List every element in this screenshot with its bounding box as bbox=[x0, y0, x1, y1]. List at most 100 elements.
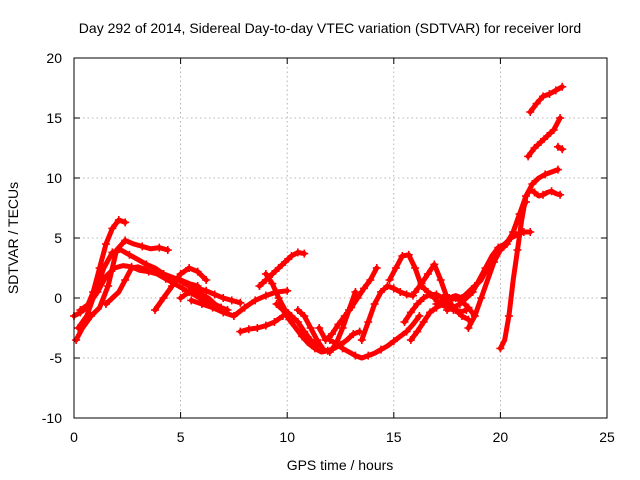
data-point-marker bbox=[272, 300, 281, 308]
data-point-marker bbox=[319, 345, 328, 354]
series-track-5 bbox=[103, 264, 230, 313]
data-point-marker bbox=[140, 265, 149, 274]
y-tick-label: 15 bbox=[46, 110, 62, 126]
data-point-marker bbox=[553, 165, 562, 174]
data-point-marker bbox=[229, 312, 238, 320]
data-point-marker bbox=[372, 264, 381, 272]
data-point-marker bbox=[419, 294, 428, 302]
data-point-marker bbox=[413, 327, 422, 336]
data-point-marker bbox=[327, 330, 336, 338]
data-point-marker bbox=[202, 276, 211, 284]
data-point-marker bbox=[300, 327, 309, 336]
y-tick-label: -5 bbox=[50, 350, 63, 366]
data-point-marker bbox=[185, 288, 194, 296]
data-point-marker bbox=[274, 294, 283, 302]
data-point-marker bbox=[281, 258, 290, 266]
data-point-marker bbox=[430, 260, 439, 269]
data-point-marker bbox=[325, 348, 334, 356]
series-track-23 bbox=[465, 167, 561, 331]
x-tick-label: 20 bbox=[493, 429, 509, 445]
data-point-marker bbox=[125, 250, 134, 259]
data-point-marker bbox=[236, 298, 245, 307]
x-tick-label: 25 bbox=[599, 429, 615, 445]
data-point-marker bbox=[168, 282, 177, 290]
data-point-marker bbox=[432, 290, 441, 299]
data-point-marker bbox=[496, 344, 505, 353]
data-point-marker bbox=[398, 252, 407, 260]
data-point-marker bbox=[402, 290, 411, 299]
data-point-marker bbox=[347, 303, 356, 312]
data-point-marker bbox=[359, 284, 368, 293]
data-point-marker bbox=[553, 142, 562, 151]
series-track-14 bbox=[316, 265, 380, 343]
series-track-22 bbox=[444, 229, 533, 313]
data-point-marker bbox=[121, 218, 130, 227]
data-point-marker bbox=[396, 288, 405, 296]
x-tick-labels: 0 5 10 15 20 25 bbox=[70, 429, 615, 445]
data-point-marker bbox=[364, 318, 373, 326]
data-point-marker bbox=[502, 240, 511, 248]
x-tick-label: 15 bbox=[386, 429, 402, 445]
data-point-marker bbox=[547, 187, 556, 196]
data-point-marker bbox=[93, 288, 102, 296]
data-point-marker bbox=[293, 306, 302, 314]
data-point-marker bbox=[287, 252, 296, 260]
data-point-marker bbox=[325, 336, 334, 344]
data-point-marker bbox=[556, 190, 565, 199]
data-point-marker bbox=[423, 270, 432, 278]
axis-ticks bbox=[73, 57, 608, 419]
data-point-marker bbox=[539, 92, 548, 101]
data-point-marker bbox=[310, 344, 319, 353]
data-point-marker bbox=[74, 324, 83, 332]
data-point-marker bbox=[163, 246, 172, 254]
data-point-marker bbox=[202, 286, 211, 295]
data-point-marker bbox=[364, 351, 373, 360]
data-point-marker bbox=[377, 345, 386, 354]
data-point-marker bbox=[293, 248, 302, 257]
data-point-marker bbox=[185, 264, 194, 272]
y-tick-label: 5 bbox=[54, 230, 62, 246]
data-point-marker bbox=[556, 114, 565, 122]
data-point-marker bbox=[236, 327, 245, 336]
data-point-marker bbox=[176, 294, 185, 302]
data-point-marker bbox=[270, 318, 279, 326]
data-point-marker bbox=[391, 264, 400, 272]
data-point-marker bbox=[251, 296, 260, 305]
data-point-marker bbox=[285, 315, 294, 324]
data-point-marker bbox=[338, 344, 347, 353]
data-point-marker bbox=[72, 336, 81, 344]
data-point-marker bbox=[340, 312, 349, 320]
data-point-marker bbox=[244, 325, 253, 334]
data-point-marker bbox=[268, 279, 277, 288]
data-point-marker bbox=[76, 306, 85, 314]
data-point-marker bbox=[138, 242, 147, 251]
data-point-marker bbox=[142, 260, 151, 269]
data-point-marker bbox=[445, 294, 454, 302]
data-point-marker bbox=[193, 267, 202, 276]
data-point-marker bbox=[513, 246, 522, 254]
data-point-marker bbox=[370, 300, 379, 308]
data-point-marker bbox=[545, 90, 554, 98]
data-point-marker bbox=[402, 327, 411, 336]
data-point-marker bbox=[464, 324, 473, 332]
data-point-marker bbox=[426, 308, 435, 317]
data-point-marker bbox=[155, 243, 164, 252]
data-point-marker bbox=[432, 300, 441, 308]
data-series bbox=[70, 82, 567, 361]
y-tick-label: 0 bbox=[54, 290, 62, 306]
data-point-marker bbox=[315, 324, 324, 332]
data-point-marker bbox=[549, 126, 558, 134]
data-point-marker bbox=[306, 324, 315, 332]
data-point-marker bbox=[417, 279, 426, 288]
data-point-marker bbox=[108, 248, 117, 257]
data-point-marker bbox=[293, 318, 302, 326]
data-point-marker bbox=[551, 86, 560, 95]
data-point-marker bbox=[504, 312, 513, 320]
data-point-marker bbox=[404, 250, 413, 259]
chart-title: Day 292 of 2014, Sidereal Day-to-day VTE… bbox=[79, 20, 581, 36]
data-point-marker bbox=[455, 300, 464, 308]
data-point-marker bbox=[541, 170, 550, 179]
data-point-marker bbox=[121, 236, 130, 245]
data-point-marker bbox=[187, 296, 196, 305]
data-point-marker bbox=[253, 324, 262, 332]
